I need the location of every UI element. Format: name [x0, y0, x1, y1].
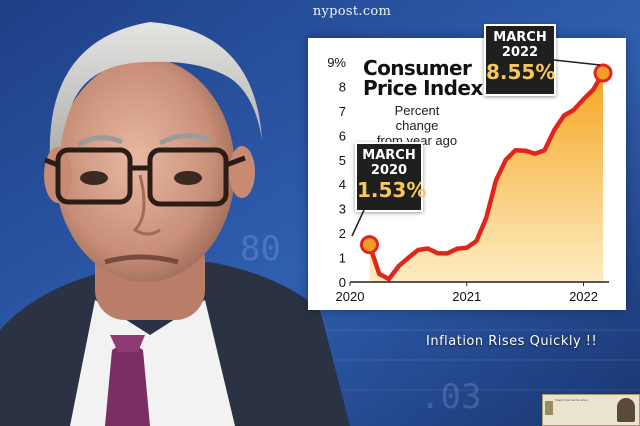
data-point [417, 248, 420, 251]
highlight-marker [359, 235, 379, 255]
chart-title-line: Price Index [363, 76, 483, 100]
x-tick-label: 2020 [336, 289, 365, 304]
background-digits: 80 [240, 229, 281, 269]
data-point [465, 246, 468, 249]
callout-year: 2022 [501, 45, 539, 60]
data-point [378, 272, 381, 275]
data-point [543, 149, 546, 152]
series-area [369, 73, 603, 282]
chart-title: Consumer Price Index [363, 56, 483, 100]
callout-year: 2020 [370, 163, 408, 178]
y-tick-label: 3 [339, 202, 346, 217]
data-point [456, 247, 459, 250]
data-point [387, 278, 390, 281]
data-point [553, 128, 556, 131]
data-point [407, 256, 410, 259]
logo-seal-icon [545, 401, 553, 415]
y-tick-label: 8 [339, 79, 346, 94]
data-point [514, 149, 517, 152]
caption: Inflation Rises Quickly !! [426, 334, 598, 349]
person-photo [0, 22, 350, 426]
chart-subtitle-line: Percent change [394, 103, 440, 133]
data-point [397, 265, 400, 268]
callout-date: MARCH [362, 148, 416, 163]
y-tick-label: 7 [339, 104, 346, 119]
data-point [572, 108, 575, 111]
source-watermark: nypost.com [312, 4, 392, 19]
data-point [563, 114, 566, 117]
y-tick-label: 4 [339, 177, 346, 192]
y-tick-label: 2 [339, 226, 346, 241]
data-point [504, 159, 507, 162]
y-tick-label: 0 [339, 275, 346, 290]
data-point [485, 216, 488, 219]
background-digits: .03 [420, 377, 481, 417]
callout-value: 1.53% [357, 178, 427, 202]
logo-text: Stack Financial Services [555, 398, 588, 402]
callout-value: 8.55% [486, 60, 556, 84]
y-tick-label: 9% [327, 55, 346, 70]
callout-date: MARCH [493, 30, 547, 45]
data-point [582, 98, 585, 101]
data-point [475, 239, 478, 242]
highlight-marker [593, 63, 613, 83]
data-point [426, 247, 429, 250]
data-point [436, 252, 439, 255]
callout-march-2020: MARCH 2020 1.53% [355, 142, 427, 212]
x-tick-label: 2021 [452, 289, 481, 304]
data-point [524, 149, 527, 152]
company-logo: Stack Financial Services [542, 394, 640, 426]
glasses-icon [55, 147, 133, 205]
chart-title-line: Consumer [363, 56, 472, 80]
y-tick-label: 1 [339, 251, 346, 266]
callout-pointer-icon [351, 210, 365, 237]
portrait-icon [617, 398, 635, 422]
y-tick-label: 6 [339, 128, 346, 143]
data-point [592, 88, 595, 91]
data-point [446, 252, 449, 255]
data-point [494, 179, 497, 182]
y-tick-label: 5 [339, 153, 346, 168]
callout-pointer-icon [554, 59, 601, 66]
data-point [533, 152, 536, 155]
x-tick-label: 2022 [569, 289, 598, 304]
callout-march-2022: MARCH 2022 8.55% [484, 24, 556, 96]
